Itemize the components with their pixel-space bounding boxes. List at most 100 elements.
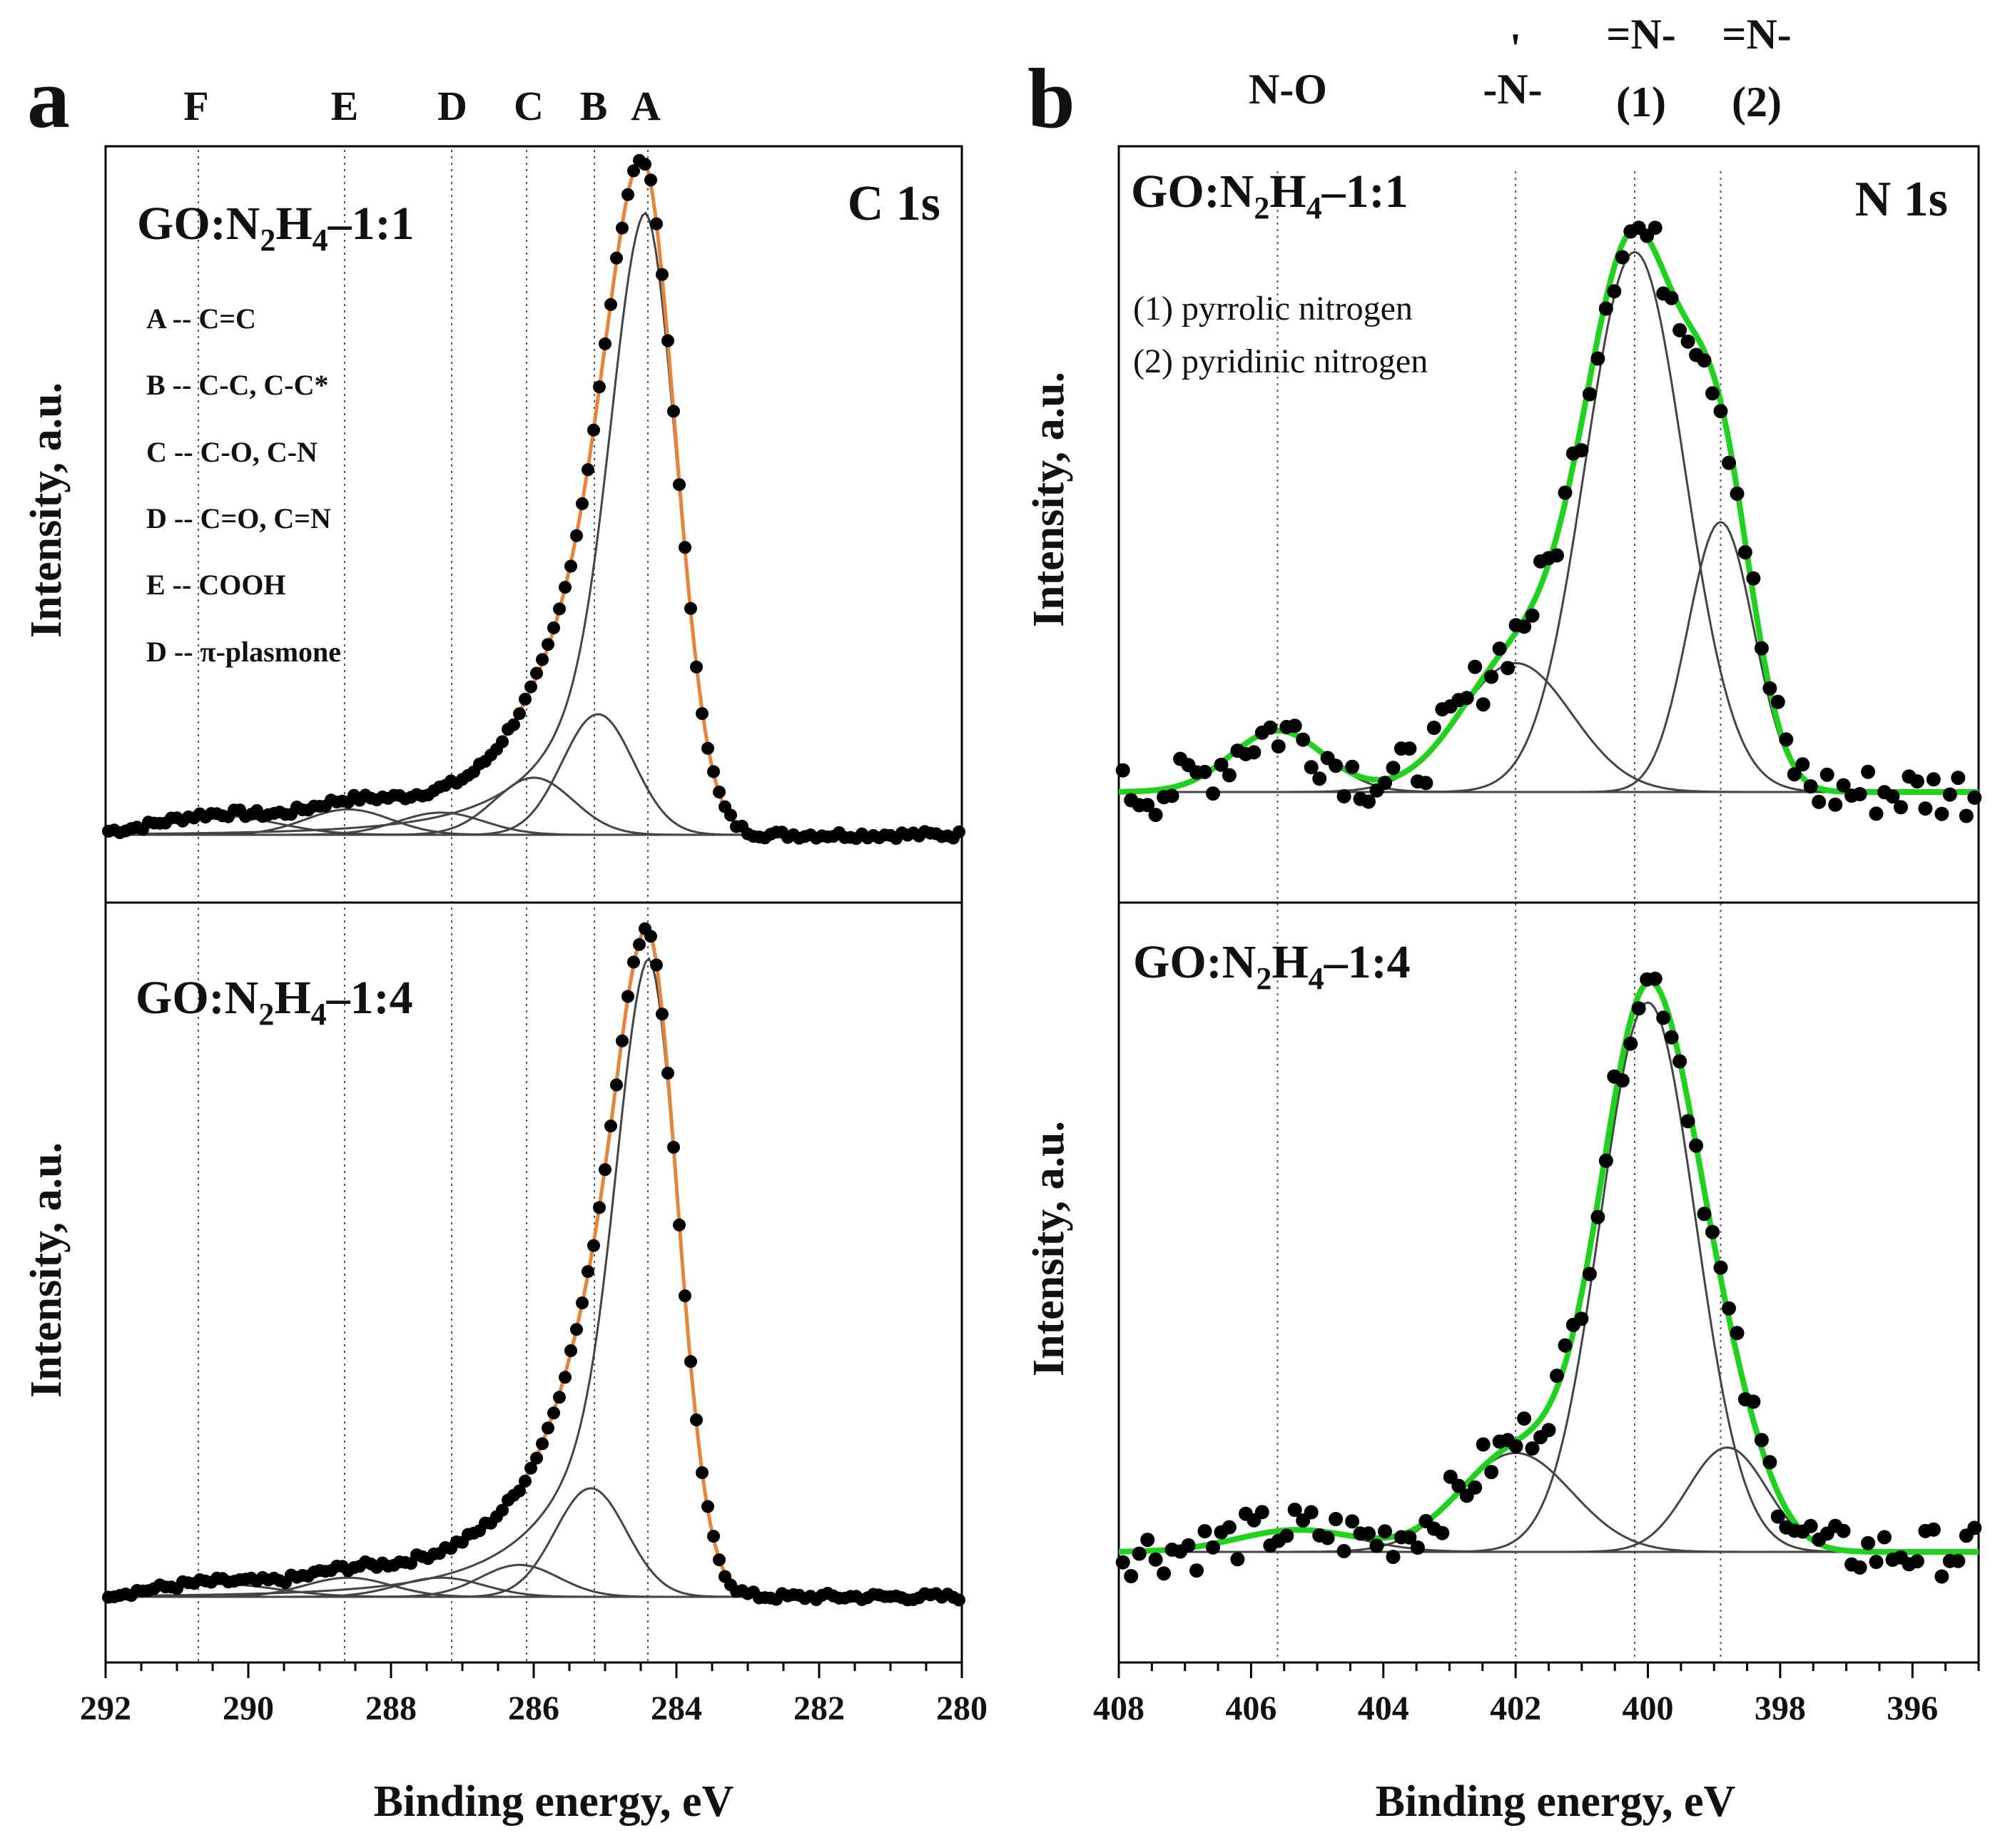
- panel-b-guides: [1276, 171, 1722, 1662]
- x-axis-b: 408 406 404 402 400 398 396: [1093, 1662, 1980, 1727]
- data-point: [1574, 443, 1589, 457]
- data-point: [1770, 694, 1785, 709]
- data-point: [1869, 1555, 1884, 1569]
- peak-label-c: C: [514, 83, 544, 129]
- c1s-plot-1-4: [102, 922, 965, 1607]
- x-tick-label: 290: [223, 1690, 274, 1727]
- x-tick-label: 402: [1490, 1690, 1541, 1727]
- sample-sub-1: 2: [258, 997, 274, 1032]
- data-point: [1697, 1207, 1712, 1222]
- data-point: [496, 735, 509, 748]
- data-point: [616, 221, 629, 235]
- data-point: [1861, 1535, 1876, 1550]
- sample-suffix: –1:1: [1321, 166, 1408, 218]
- data-point: [696, 707, 709, 721]
- component-(1): [1119, 250, 1979, 793]
- data-point: [1762, 1455, 1777, 1470]
- data-point: [553, 1391, 566, 1404]
- label-pyrrolic-num: (1): [1616, 78, 1666, 126]
- data-point: [582, 463, 594, 477]
- data-point: [587, 423, 600, 437]
- data-point: [1558, 485, 1573, 500]
- data-point: [953, 825, 965, 838]
- data-point: [1648, 220, 1663, 235]
- data-point: [1951, 1553, 1966, 1568]
- data-point: [530, 666, 543, 680]
- label-pyridinic-top: =N-: [1722, 11, 1792, 58]
- data-point: [679, 541, 691, 554]
- data-point: [576, 497, 589, 510]
- data-point: [559, 1371, 572, 1384]
- data-point: [1737, 545, 1752, 560]
- data-point: [559, 581, 572, 594]
- data-point: [1730, 1326, 1745, 1341]
- data-point: [1378, 776, 1392, 791]
- data-point: [542, 1421, 554, 1435]
- data-point: [570, 1323, 583, 1336]
- data-point: [1664, 1030, 1679, 1045]
- data-point: [547, 1406, 560, 1420]
- data-point: [1115, 763, 1130, 778]
- data-point: [496, 1503, 509, 1517]
- data-point: [650, 958, 663, 972]
- data-point: [1672, 323, 1687, 337]
- data-point: [713, 786, 726, 798]
- c1s-plot-1-1: [102, 153, 965, 846]
- data-point: [1819, 767, 1834, 782]
- legend-a-item-e: E -- COOH: [146, 569, 286, 601]
- data-point: [1336, 1543, 1351, 1558]
- data-point: [524, 1461, 537, 1475]
- data-point: [1697, 353, 1712, 368]
- data-point: [1402, 1530, 1417, 1545]
- sample-mid: H: [1271, 936, 1308, 988]
- data-point: [1762, 681, 1777, 696]
- data-point: [1664, 290, 1679, 305]
- data-point: [707, 765, 720, 778]
- data-point: [1590, 351, 1605, 366]
- data-point: [1468, 659, 1483, 674]
- data-point: [656, 1007, 669, 1021]
- data-point: [1746, 571, 1761, 586]
- data-point: [1746, 1394, 1761, 1409]
- data-point: [1329, 758, 1344, 773]
- sample-suffix: –1:4: [1324, 936, 1411, 988]
- sample-sub-2: 4: [311, 997, 327, 1032]
- data-point: [1402, 741, 1417, 756]
- data-point: [593, 1201, 606, 1214]
- data-point: [1951, 771, 1966, 786]
- data-point: [530, 1451, 543, 1465]
- sample-sub-2: 4: [313, 223, 328, 258]
- legend-a-item-d: D -- C=O, C=N: [146, 502, 331, 534]
- data-point: [1680, 1114, 1695, 1129]
- data-point: [1722, 455, 1736, 470]
- data-point: [1918, 801, 1933, 816]
- data-point: [690, 1413, 703, 1426]
- x-axis-a: 292 290 288 286 284 282 280: [80, 1662, 988, 1727]
- data-point: [1525, 608, 1540, 623]
- data-point: [513, 1484, 526, 1498]
- data-point: [1812, 794, 1827, 809]
- envelope-fit: [1118, 978, 1979, 1555]
- data-point: [1787, 767, 1802, 782]
- component--N-: [1119, 661, 1979, 793]
- data-point: [661, 334, 674, 347]
- data-point: [1926, 1522, 1941, 1537]
- data-point: [1378, 1524, 1392, 1539]
- data-point: [1296, 732, 1311, 747]
- data-point: [1828, 797, 1843, 812]
- data-point: [1329, 1512, 1344, 1526]
- y-axis-title-b-top: Intensity, a.u.: [1025, 372, 1073, 627]
- data-point: [1492, 641, 1507, 656]
- data-point: [1132, 1546, 1147, 1561]
- data-point: [1705, 386, 1720, 401]
- data-point: [1386, 1550, 1401, 1564]
- envelope-fit: [105, 156, 962, 837]
- data-point: [707, 1530, 720, 1543]
- data-point: [673, 478, 686, 492]
- data-point: [1541, 1423, 1556, 1438]
- data-point: [696, 1466, 709, 1479]
- data-point: [679, 1289, 691, 1303]
- data-point: [724, 808, 737, 822]
- data-point: [587, 1239, 600, 1252]
